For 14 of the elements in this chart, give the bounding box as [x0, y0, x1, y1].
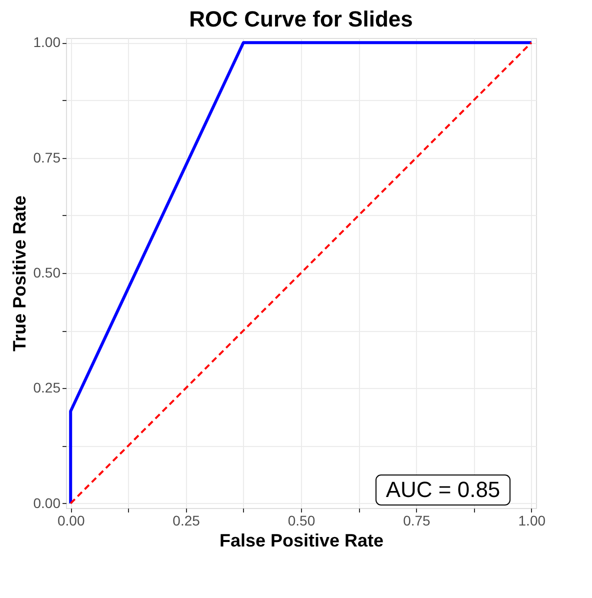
x-axis-title: False Positive Rate: [219, 530, 384, 550]
chart-title: ROC Curve for Slides: [189, 6, 413, 32]
annotation: AUC = 0.85: [386, 477, 500, 502]
y-tick-label: 0.75: [33, 149, 61, 166]
x-tick-label: 0.75: [403, 512, 431, 528]
x-tick-label: 0.00: [57, 512, 85, 528]
y-axis-title: True Positive Rate: [9, 195, 30, 352]
y-tick-label: 0.50: [33, 264, 61, 280]
y-tick-label: 0.00: [33, 494, 61, 511]
x-tick-label: 0.50: [288, 512, 316, 528]
y-tick-label: 0.25: [33, 380, 61, 396]
x-tick-label: 0.25: [172, 512, 200, 528]
x-tick-label: 1.00: [518, 512, 546, 528]
y-tick-label: 1.00: [33, 34, 61, 50]
